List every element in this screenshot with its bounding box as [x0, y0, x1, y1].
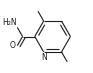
Text: H₂N: H₂N [2, 18, 16, 27]
Text: N: N [41, 53, 46, 62]
Text: O: O [9, 41, 15, 50]
